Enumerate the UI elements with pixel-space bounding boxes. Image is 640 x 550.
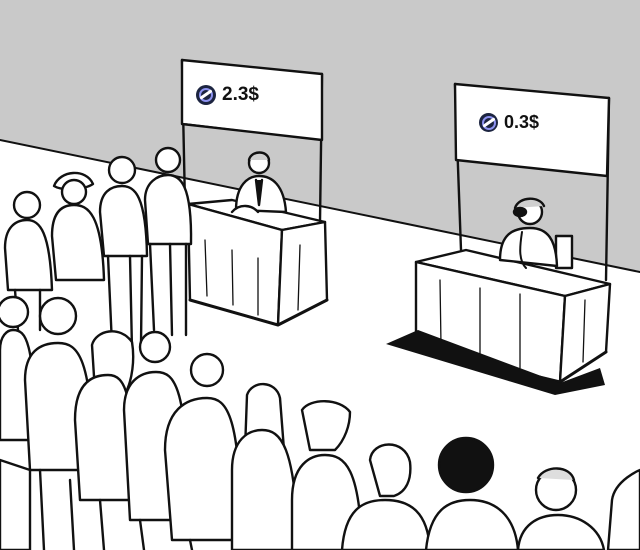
left-booth: [180, 58, 329, 327]
right-table-shadow: [386, 330, 605, 395]
queue-crowd: [0, 146, 640, 550]
coin-icon: [196, 85, 216, 105]
coin-icon: [479, 113, 498, 132]
left-sign: [180, 58, 324, 142]
right-price: 0.3$: [504, 112, 540, 132]
right-booth: [386, 82, 612, 395]
left-vendor: [230, 151, 288, 214]
left-price-tag: 2.3$: [196, 84, 259, 106]
right-vendor: [498, 197, 559, 269]
right-price-tag: 0.3$: [479, 112, 539, 133]
left-price: 2.3$: [222, 84, 259, 105]
